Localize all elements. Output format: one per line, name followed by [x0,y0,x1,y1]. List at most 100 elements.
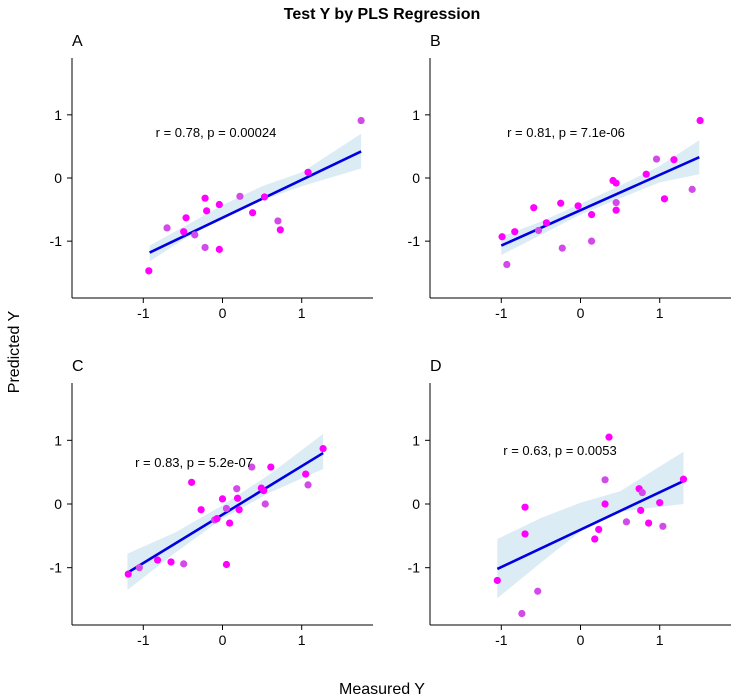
data-point [319,444,327,453]
data-point [236,192,244,200]
panel-label: C [72,358,84,375]
y-tick-label: -1 [408,560,421,576]
data-point [180,228,188,236]
data-point [660,195,669,203]
data-point [530,204,538,212]
x-tick-label: 0 [577,305,585,321]
x-tick-label: -1 [495,632,508,648]
x-tick-label: 1 [656,305,664,321]
correlation-annotation: r = 0.63, p = 0.0053 [503,443,616,458]
x-tick-label: 0 [219,305,227,321]
y-tick-label: 1 [54,432,62,448]
data-point [203,207,211,215]
correlation-annotation: r = 0.83, p = 5.2e-07 [135,455,253,470]
x-tick-label: -1 [137,632,150,648]
x-axis-title: Measured Y [339,681,425,698]
data-point [498,233,506,241]
regression-line [126,451,324,574]
data-point [642,170,650,178]
data-point [601,476,609,484]
data-point [201,194,209,202]
data-point [304,168,312,176]
data-point [670,156,678,164]
data-point [261,500,269,508]
data-point [558,244,566,252]
data-point [534,587,542,595]
x-tick-label: -1 [137,305,150,321]
data-point [638,488,646,497]
confidence-band [149,133,362,262]
data-point [587,237,596,245]
x-tick-label: 0 [577,632,585,648]
y-tick-label: -1 [408,233,421,249]
x-tick-label: 1 [298,632,306,648]
panel-label: B [430,33,441,50]
panel-label: A [72,33,83,50]
data-point [145,267,153,275]
regression-line [500,155,700,247]
data-point [260,193,269,201]
data-point [542,219,551,227]
data-point [645,519,653,527]
data-point [557,199,565,207]
data-point [534,226,543,235]
y-tick-label: 0 [54,496,62,512]
data-point [215,200,223,209]
data-point [260,487,268,495]
data-point [612,179,620,187]
panel-label: D [430,358,442,375]
data-point [605,433,613,441]
data-point [595,525,603,534]
panel-d: D -1 0 1 -1 0 1 r = 0.63, p = 0.0053 [408,358,731,648]
data-point [574,202,582,210]
data-point [233,494,242,502]
x-tick-label: 0 [219,632,227,648]
x-tick-label: 1 [298,305,306,321]
panel-b: B -1 0 1 -1 0 1 r = 0.81, p = 7.1e-06 [408,33,731,321]
data-point [612,206,620,214]
correlation-annotation: r = 0.78, p = 0.00024 [156,125,277,140]
regression-line [496,479,685,571]
chart-title: Test Y by PLS Regression [284,6,481,23]
data-point [503,260,511,269]
data-point [276,226,284,234]
panel-a: A -1 0 1 -1 0 1 r = 0.78, p = 0.00024 [50,33,373,321]
data-point [659,522,667,530]
x-tick-label: -1 [495,305,508,321]
panel-c: C -1 0 1 -1 0 1 r = 0.83, p = 5.2e-07 [50,358,373,648]
y-tick-label: 0 [412,170,420,186]
data-point [637,506,645,514]
data-point [248,463,256,471]
data-point [180,560,188,568]
data-point [521,503,529,511]
data-point [226,519,234,527]
data-point [222,560,231,569]
x-tick-label: 1 [656,632,664,648]
data-point [652,155,661,163]
data-point [135,564,143,572]
data-point [188,478,196,486]
data-point [612,199,620,207]
correlation-annotation: r = 0.81, p = 7.1e-06 [507,125,625,140]
data-point [679,475,688,483]
y-tick-label: -1 [50,233,63,249]
data-point [601,500,609,508]
panels: A -1 0 1 -1 0 1 r = 0.78, p = 0.00024 B -1 0 1 -1 0 1 r… [50,33,731,648]
data-point [233,485,241,493]
data-point [591,535,599,543]
y-tick-label: 0 [412,496,420,512]
data-point [302,470,310,478]
data-point [304,481,312,489]
data-point [201,243,209,252]
data-point [218,495,227,503]
data-point [622,518,631,526]
data-point [267,463,275,471]
data-point [182,214,190,222]
data-point [696,116,704,125]
data-point [493,576,501,585]
data-point [153,556,162,564]
y-tick-label: 0 [54,170,62,186]
data-point [215,245,223,253]
data-point [213,515,221,523]
